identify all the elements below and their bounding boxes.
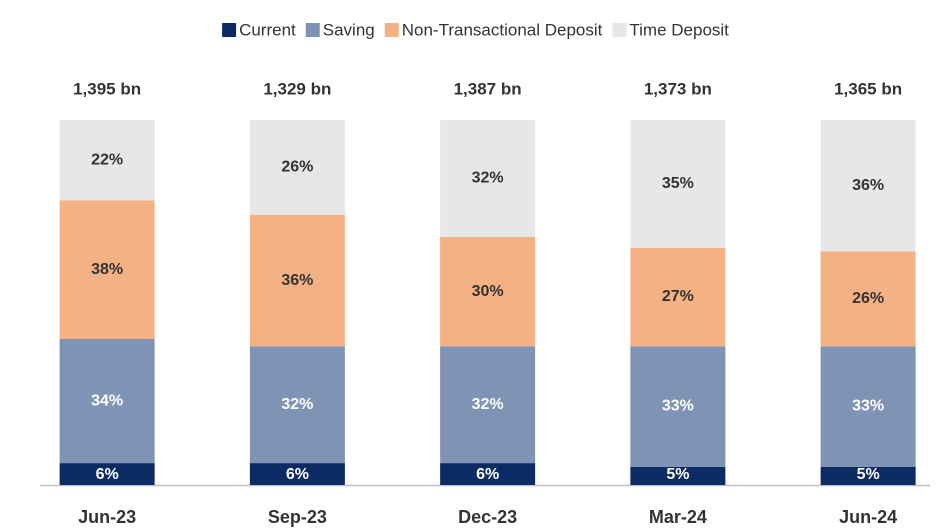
legend-swatch [384, 23, 399, 37]
total-label: 1,395 bn [73, 79, 141, 98]
bar-segment [249, 214, 345, 347]
bar-segment [59, 200, 155, 339]
data-label: 6% [286, 466, 309, 483]
data-label: 22% [91, 151, 123, 168]
data-label: 6% [96, 466, 119, 483]
data-label: 5% [666, 466, 689, 483]
legend-label: Time Deposit [629, 20, 729, 39]
legend-label: Saving [323, 20, 375, 39]
x-tick-label: Dec-23 [458, 507, 517, 527]
bar-segment [249, 463, 345, 485]
bar-segment [630, 120, 726, 248]
data-label: 33% [662, 398, 694, 415]
data-label: 27% [662, 288, 694, 305]
data-label: 36% [852, 177, 884, 194]
bar-segment [820, 346, 916, 467]
bar-segment [630, 247, 726, 347]
data-label: 34% [91, 392, 123, 409]
total-label: 1,387 bn [454, 79, 522, 98]
bar-segment [820, 120, 916, 252]
total-label: 1,373 bn [644, 79, 712, 98]
data-label: 32% [472, 170, 504, 187]
legend-swatch [305, 23, 320, 37]
x-tick-label: Mar-24 [649, 507, 707, 527]
data-label: 26% [281, 159, 313, 176]
bar-segment [820, 251, 916, 347]
bar-segment [440, 463, 536, 485]
total-label: 1,329 bn [263, 79, 331, 98]
data-label: 33% [852, 398, 884, 415]
x-tick-label: Sep-23 [268, 507, 327, 527]
x-tick-label: Jun-24 [839, 507, 897, 527]
bar-segment [249, 120, 345, 215]
data-label: 6% [476, 466, 499, 483]
data-label: 36% [281, 272, 313, 289]
bar-segment [440, 346, 536, 464]
legend-label: Current [239, 20, 296, 39]
data-label: 5% [857, 466, 880, 483]
legend-swatch [222, 23, 237, 37]
bar-segment [249, 346, 345, 464]
data-label: 32% [472, 396, 504, 413]
bar-segment [440, 236, 536, 347]
x-tick-label: Jun-23 [78, 507, 136, 527]
bar-segment [59, 463, 155, 485]
total-label: 1,365 bn [834, 79, 902, 98]
bar-segment [59, 339, 155, 464]
bar-segment [440, 120, 536, 237]
data-label: 32% [281, 396, 313, 413]
data-label: 30% [472, 283, 504, 300]
bar-segment [630, 466, 726, 485]
legend-label: Non-Transactional Deposit [402, 20, 603, 39]
data-label: 38% [91, 261, 123, 278]
data-label: 35% [662, 175, 694, 192]
bar-segment [59, 120, 155, 201]
bar-segment [820, 466, 916, 485]
data-label: 26% [852, 290, 884, 307]
legend-swatch [612, 23, 627, 37]
bar-segment [630, 346, 726, 467]
